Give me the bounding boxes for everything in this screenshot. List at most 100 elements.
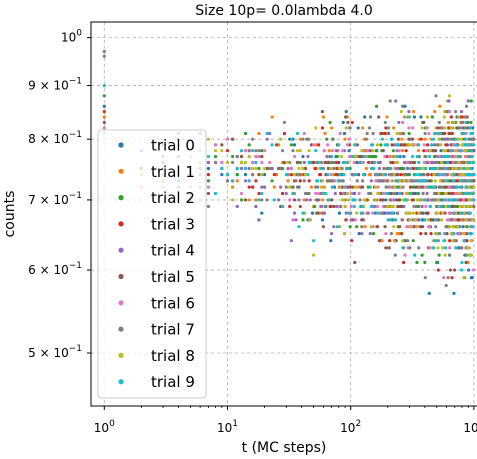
data-point [282, 120, 287, 125]
data-point [330, 126, 334, 130]
data-point [319, 204, 324, 209]
data-point [239, 166, 244, 171]
data-point [446, 137, 451, 141]
data-point [302, 160, 306, 165]
data-point [254, 198, 258, 202]
legend-label: trial 7 [151, 321, 195, 339]
data-point [349, 204, 353, 209]
data-point [402, 179, 406, 183]
data-point [418, 173, 422, 177]
data-point [434, 94, 438, 98]
data-point [319, 185, 324, 189]
data-point [298, 160, 302, 165]
data-point [402, 143, 406, 147]
data-point [390, 173, 394, 177]
data-point [416, 149, 421, 153]
data-point [284, 185, 288, 189]
data-point [374, 104, 379, 108]
data-point [260, 211, 264, 215]
data-point [371, 131, 375, 136]
data-point [447, 126, 451, 130]
data-point [463, 126, 467, 130]
data-point [392, 191, 396, 196]
data-point [467, 211, 472, 215]
data-point [361, 185, 365, 189]
data-point [254, 160, 258, 165]
data-point [220, 173, 224, 177]
data-point [257, 131, 261, 136]
data-point [464, 260, 468, 265]
legend-label: trial 0 [151, 137, 195, 155]
data-point [301, 137, 305, 141]
data-point [348, 126, 352, 130]
data-point [464, 104, 469, 108]
data-point [289, 143, 293, 147]
data-point [298, 173, 302, 177]
data-point [351, 185, 355, 189]
data-point [410, 126, 415, 130]
data-point [422, 198, 426, 202]
data-point [402, 131, 406, 136]
data-point [206, 179, 211, 183]
data-point [450, 276, 454, 280]
data-point [378, 179, 382, 183]
data-point [102, 115, 106, 119]
data-point [446, 276, 450, 280]
data-point [471, 143, 476, 147]
data-point [437, 120, 441, 125]
data-point [288, 185, 292, 189]
data-point [380, 211, 384, 215]
data-point [239, 198, 244, 202]
data-point [344, 126, 348, 130]
data-point [461, 173, 465, 177]
data-point [461, 120, 465, 125]
data-point [330, 154, 334, 159]
data-point [465, 253, 469, 257]
data-point [460, 115, 464, 119]
grid-lines [91, 22, 477, 406]
data-point [449, 218, 454, 222]
data-point [417, 218, 421, 222]
data-point [431, 160, 435, 165]
legend-label: trial 8 [151, 347, 195, 365]
data-point [459, 166, 463, 171]
data-point [390, 179, 394, 183]
data-point [374, 149, 378, 153]
data-point [469, 239, 473, 243]
data-point [257, 191, 261, 196]
data-point [220, 166, 224, 171]
data-point [367, 173, 372, 177]
data-point [335, 160, 339, 165]
data-point [410, 137, 415, 141]
data-point [251, 173, 255, 177]
data-point [320, 109, 325, 114]
data-point [455, 149, 459, 153]
data-point [247, 198, 251, 202]
data-point [373, 185, 378, 189]
data-point [341, 149, 345, 153]
legend-label: trial 3 [151, 215, 195, 233]
data-point [461, 225, 465, 229]
data-point [230, 179, 235, 183]
data-point [444, 204, 448, 209]
data-point [407, 131, 411, 136]
data-point [383, 131, 387, 136]
data-point [441, 173, 445, 177]
data-point [469, 166, 473, 171]
data-point [464, 115, 468, 119]
data-point [461, 191, 465, 196]
data-point [435, 204, 439, 209]
data-point [292, 211, 297, 215]
data-point [353, 260, 357, 265]
legend-marker [118, 379, 124, 385]
data-point [436, 126, 440, 130]
data-point [295, 149, 300, 153]
data-point [330, 198, 334, 202]
data-point [460, 160, 464, 165]
data-point [335, 154, 339, 159]
data-point [427, 160, 431, 165]
data-point [467, 185, 471, 189]
data-point [471, 160, 475, 165]
data-point [451, 225, 456, 229]
data-point [406, 166, 410, 171]
